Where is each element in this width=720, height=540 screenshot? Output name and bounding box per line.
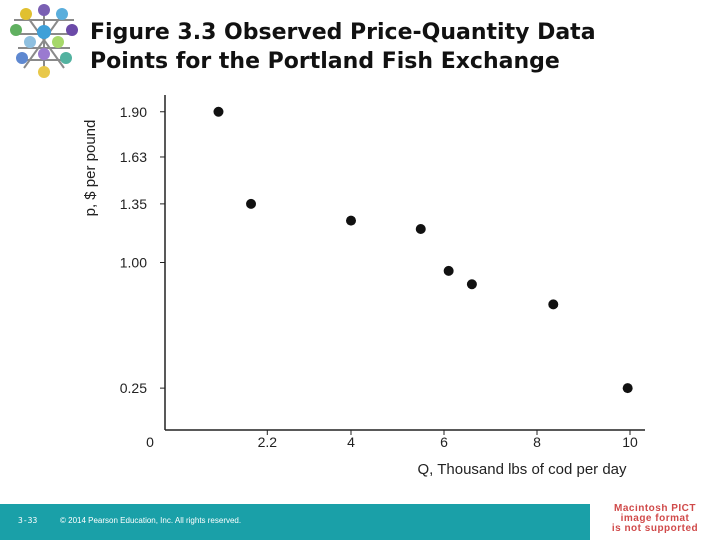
- y-tick-label: 1.00: [120, 255, 147, 271]
- x-tick-label: 4: [347, 434, 355, 450]
- x-axis-label: Q, Thousand lbs of cod per day: [417, 461, 627, 478]
- y-axis-label: p, $ per pound: [82, 120, 99, 217]
- scatter-chart: 0.25 1.00 1.35 1.63 1.90 0 2.2 4 6 8 10 Q, Thousand…: [82, 95, 645, 478]
- slide-title-line-2: Points for the Portland Fish Exchange: [90, 49, 560, 74]
- data-point: [443, 265, 454, 276]
- data-point: [548, 299, 559, 310]
- slide-title-line-1: Figure 3.3 Observed Price-Quantity Data: [90, 20, 596, 45]
- data-point: [213, 106, 224, 117]
- unsupported-image-notice: Macintosh PICT image format is not suppo…: [590, 504, 720, 540]
- data-point: [346, 215, 356, 226]
- molecule-logo-icon: [10, 4, 78, 78]
- data-point: [622, 383, 633, 394]
- y-tick-label: 0.25: [120, 380, 147, 396]
- y-tick-label: 1.63: [120, 149, 147, 165]
- copyright-text: © 2014 Pearson Education, Inc. All right…: [60, 516, 242, 525]
- data-point: [246, 198, 257, 209]
- x-tick-label: 2.2: [258, 434, 278, 450]
- pict-notice-line-1: Macintosh PICT: [613, 504, 696, 514]
- slide-title: Figure 3.3 Observed Price-Quantity Data …: [90, 18, 700, 76]
- y-tick-label: 1.35: [120, 196, 147, 212]
- x-tick-label: 10: [622, 434, 638, 450]
- y-tick-label: 1.90: [120, 104, 147, 120]
- footer-bar: [0, 504, 590, 540]
- pict-notice-line-3: is not supported: [611, 523, 699, 534]
- pict-notice-line-2: image format: [620, 513, 690, 524]
- x-tick-label: 0: [146, 434, 154, 450]
- slide-number: 3-33: [18, 516, 38, 525]
- x-tick-label: 8: [533, 434, 541, 450]
- data-point: [415, 224, 426, 234]
- data-point: [466, 279, 477, 290]
- x-tick-label: 6: [440, 434, 448, 450]
